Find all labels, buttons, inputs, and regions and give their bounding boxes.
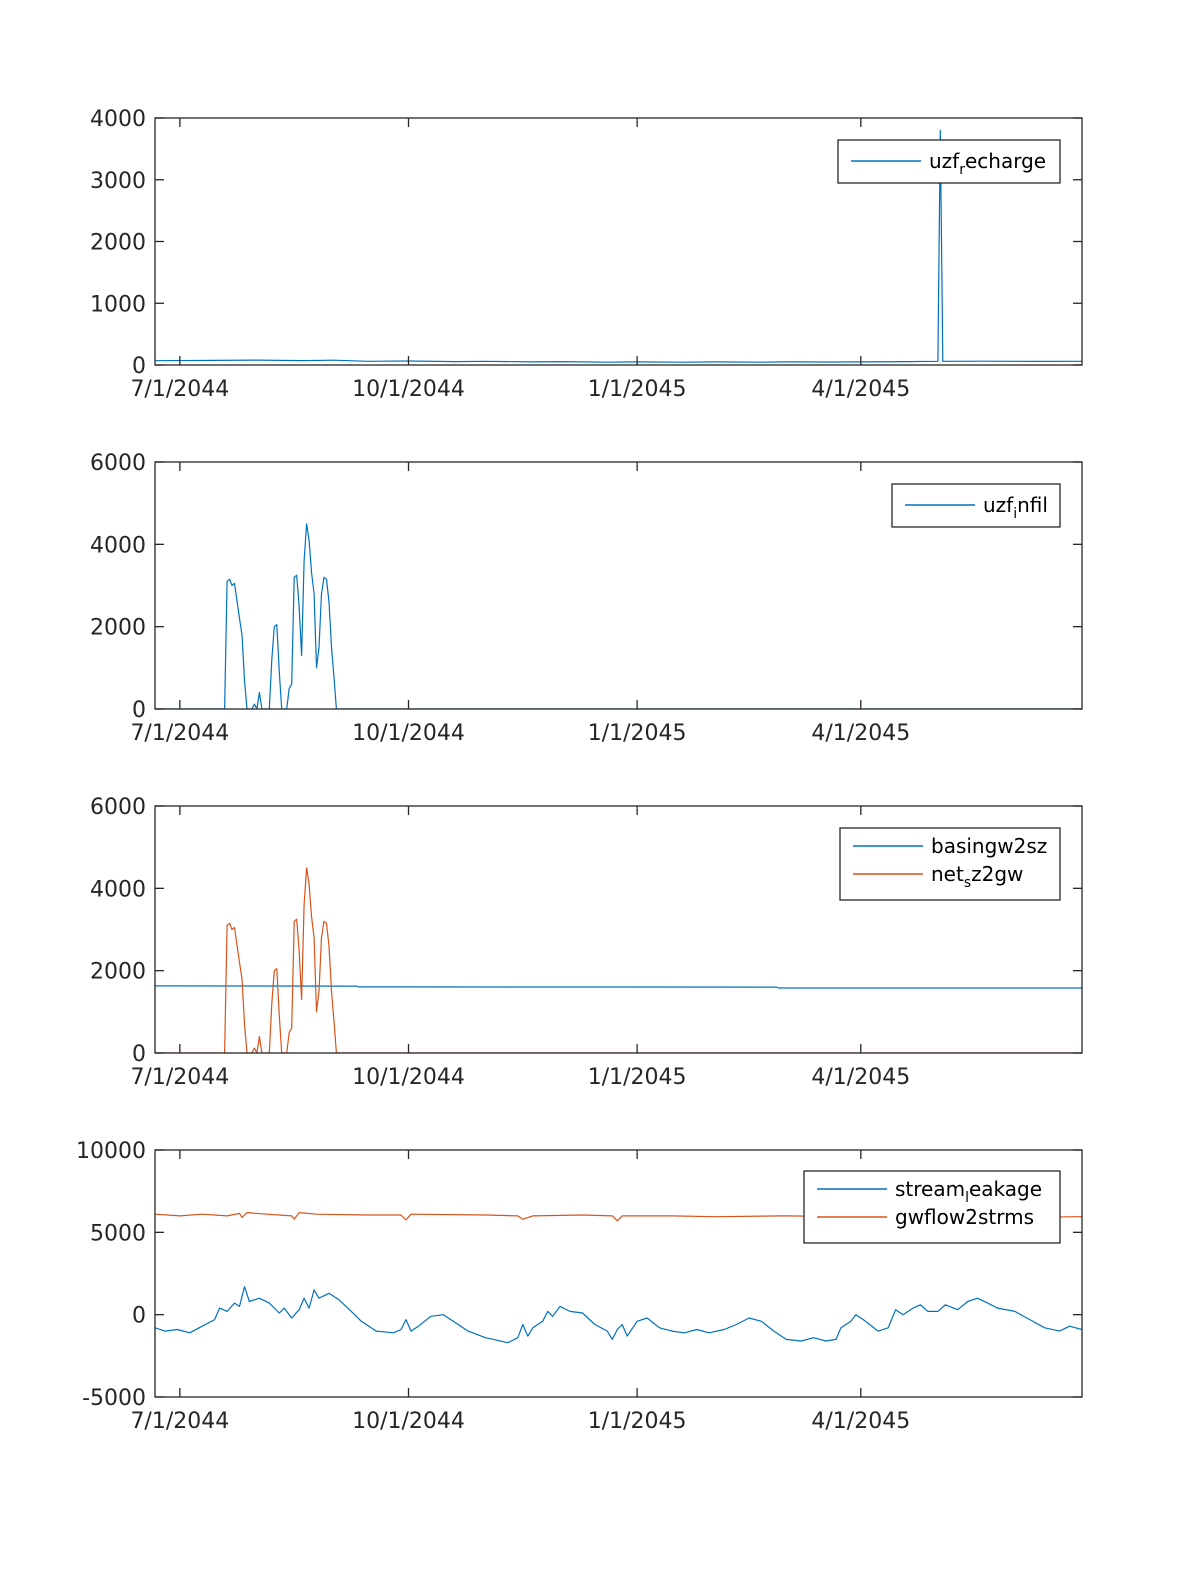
series-stream-leakage xyxy=(155,1286,1082,1344)
legend-label: streamleakage xyxy=(895,1177,1042,1206)
x-tick-label: 7/1/2044 xyxy=(130,1065,229,1090)
y-tick-label: 2000 xyxy=(90,960,146,985)
series-basingw2sz xyxy=(155,985,1082,989)
y-tick-label: 0 xyxy=(132,1042,146,1067)
chart-4: 7/1/2044 10/1/2044 1/1/2045 4/1/2045 -5000 0 5… xyxy=(76,1139,1083,1434)
y-tick-label: 0 xyxy=(132,1304,146,1329)
y-tick-label: 10000 xyxy=(76,1139,146,1164)
y-tick-label: 6000 xyxy=(90,451,146,476)
legend-box xyxy=(803,1170,1061,1244)
x-tick-label: 1/1/2045 xyxy=(588,377,687,402)
axes-box xyxy=(154,461,1083,710)
legend-box xyxy=(839,827,1061,901)
chart-3: 7/1/2044 10/1/2044 1/1/2045 4/1/2045 0 2000 40… xyxy=(90,795,1083,1090)
x-tick-label: 1/1/2045 xyxy=(588,1409,687,1434)
legend-label: uzfrecharge xyxy=(929,149,1046,178)
series-gwflow2strms xyxy=(155,1211,1082,1222)
y-tick-label: 4000 xyxy=(90,107,146,132)
y-tick-label: 4000 xyxy=(90,877,146,902)
x-tick-label: 10/1/2044 xyxy=(352,1065,465,1090)
series-net-sz2gw xyxy=(155,867,1082,1053)
legend-label: uzfinfil xyxy=(983,493,1048,522)
x-tick-label: 1/1/2045 xyxy=(588,1065,687,1090)
series-uzf-infil xyxy=(155,523,1082,709)
legend-label: basingw2sz xyxy=(931,834,1047,858)
x-tick-label: 4/1/2045 xyxy=(811,377,910,402)
y-tick-label: 2000 xyxy=(90,231,146,256)
legend-label: netsz2gw xyxy=(931,862,1023,891)
y-tick-label: 4000 xyxy=(90,533,146,558)
x-tick-label: 1/1/2045 xyxy=(588,721,687,746)
y-tick-label: 1000 xyxy=(90,292,146,317)
x-tick-label: 7/1/2044 xyxy=(130,1409,229,1434)
x-tick-label: 10/1/2044 xyxy=(352,1409,465,1434)
axes-box xyxy=(154,1149,1083,1398)
y-tick-label: 0 xyxy=(132,698,146,723)
legend: uzfrecharge xyxy=(837,139,1061,184)
x-tick-label: 4/1/2045 xyxy=(811,721,910,746)
y-tick-label: 6000 xyxy=(90,795,146,820)
x-tick-label: 7/1/2044 xyxy=(130,721,229,746)
legend-label: gwflow2strms xyxy=(895,1205,1034,1229)
plot-area xyxy=(155,1211,1082,1344)
plot-area xyxy=(155,867,1082,1053)
y-tick-label: -5000 xyxy=(82,1386,146,1411)
y-tick-label: 3000 xyxy=(90,169,146,194)
legend: basingw2sz netsz2gw xyxy=(839,827,1061,901)
plot-area xyxy=(155,523,1082,709)
x-tick-label: 7/1/2044 xyxy=(130,377,229,402)
y-tick-label: 0 xyxy=(132,354,146,379)
x-tick-label: 4/1/2045 xyxy=(811,1065,910,1090)
x-tick-label: 10/1/2044 xyxy=(352,377,465,402)
legend: uzfinfil xyxy=(891,483,1061,528)
x-tick-label: 10/1/2044 xyxy=(352,721,465,746)
chart-1: 7/1/2044 10/1/2044 1/1/2045 4/1/2045 0 1000 20… xyxy=(90,107,1083,402)
y-tick-label: 2000 xyxy=(90,616,146,641)
x-tick-label: 4/1/2045 xyxy=(811,1409,910,1434)
chart-2: 7/1/2044 10/1/2044 1/1/2045 4/1/2045 0 2000 40… xyxy=(90,451,1083,746)
y-tick-label: 5000 xyxy=(90,1221,146,1246)
axes-box xyxy=(154,805,1083,1054)
